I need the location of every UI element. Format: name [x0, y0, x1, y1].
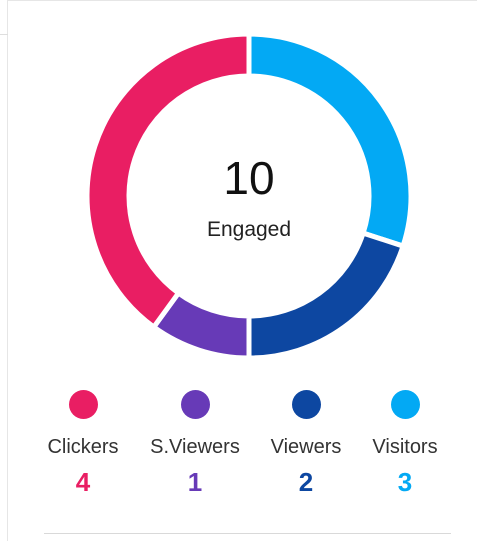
legend-count: 1: [187, 467, 203, 497]
donut-slice-clickers[interactable]: [84, 31, 252, 331]
donut-slice-viewers[interactable]: [246, 229, 407, 361]
engagement-donut-chart: 10 Engaged: [84, 31, 414, 361]
section-divider: [44, 533, 451, 534]
engagement-card: 10 Engaged Clickers 4 S.Viewers 1 Viewer…: [8, 4, 477, 541]
legend-item-clickers: Clickers 4: [23, 390, 143, 495]
visitors-dot-icon: [390, 390, 420, 419]
legend: Clickers 4 S.Viewers 1 Viewers 2 Visitor…: [8, 390, 477, 500]
left-panel-divider: [0, 34, 8, 35]
donut-slice-visitors[interactable]: [246, 31, 414, 250]
legend-label: Viewers: [270, 436, 342, 458]
legend-count: 3: [397, 467, 413, 497]
legend-item-visitors: Visitors 3: [345, 390, 465, 495]
card-top-border: [8, 0, 477, 4]
legend-item-viewers: Viewers 2: [246, 390, 366, 495]
clickers-dot-icon: [68, 390, 98, 419]
legend-count: 2: [298, 467, 314, 497]
legend-item-sviewers: S.Viewers 1: [135, 390, 255, 495]
engaged-label: Engaged: [206, 218, 292, 241]
left-panel-edge: [0, 0, 8, 541]
legend-label: Visitors: [372, 436, 438, 458]
legend-count: 4: [75, 467, 91, 497]
donut-svg: [84, 31, 414, 361]
sviewers-dot-icon: [180, 390, 210, 419]
legend-label: Clickers: [47, 436, 119, 458]
viewers-dot-icon: [291, 390, 321, 419]
legend-label: S.Viewers: [150, 436, 240, 458]
engaged-total: 10: [223, 152, 275, 204]
